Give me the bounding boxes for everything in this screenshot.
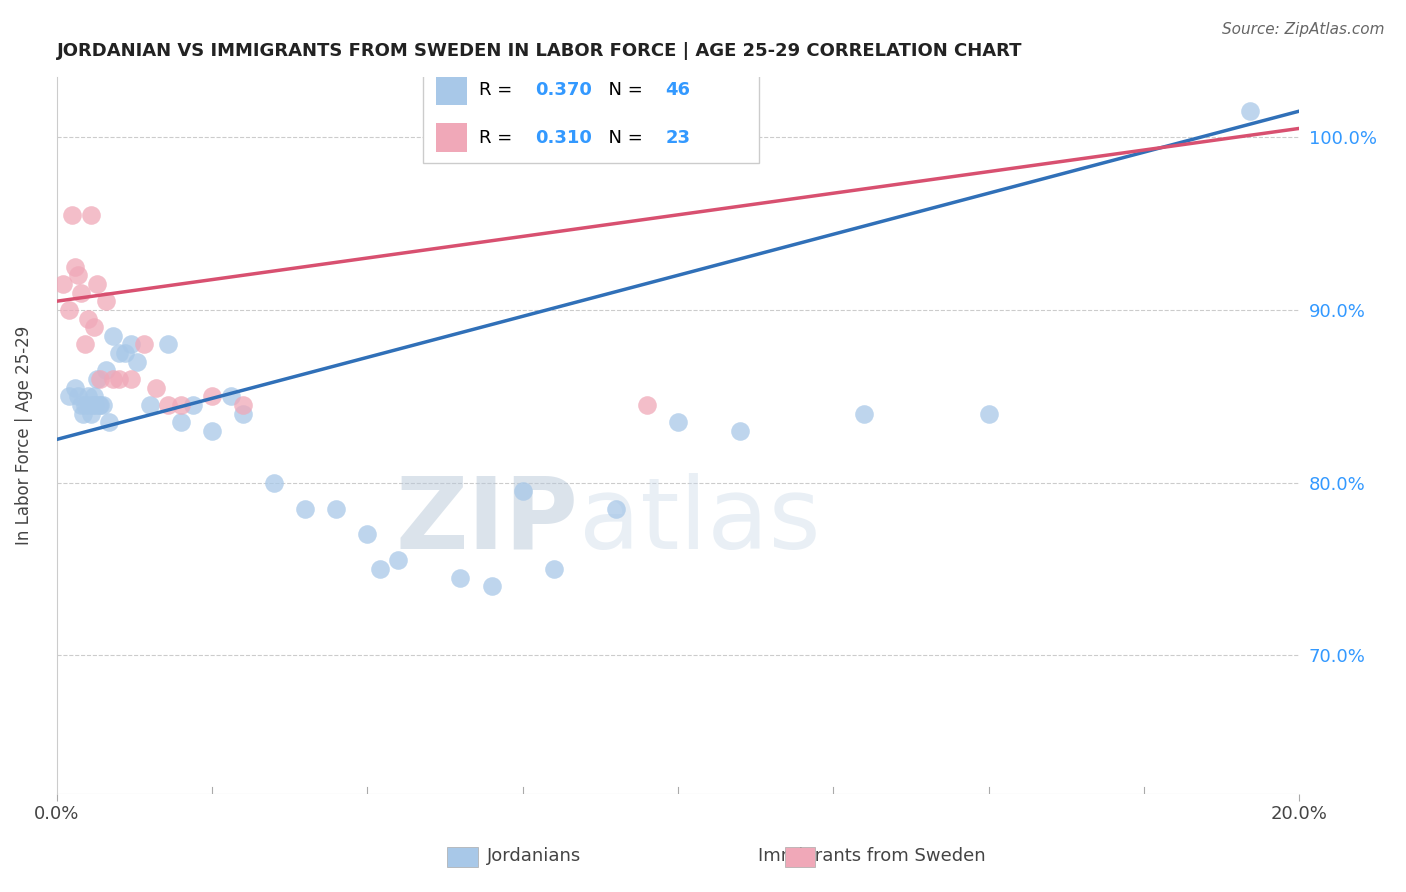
Text: N =: N = [598,81,648,99]
Point [89,398,111,412]
Point [181,398,204,412]
Point [170,415,193,429]
Point [80,407,103,421]
Point [65,381,87,395]
Point [101,328,124,343]
Point [201,424,224,438]
Text: 0.310: 0.310 [536,128,592,146]
FancyBboxPatch shape [423,62,759,162]
Point [70,285,93,300]
Point [368,562,391,576]
Text: Immigrants from Sweden: Immigrants from Sweden [758,847,986,865]
Point [77,398,100,412]
Point [139,398,162,412]
Point [82,398,104,412]
Point [96,294,118,309]
Point [73,398,96,412]
Point [86,277,108,291]
Point [728,424,751,438]
Text: 0.370: 0.370 [536,81,592,99]
Y-axis label: In Labor Force | Age 25-29: In Labor Force | Age 25-29 [15,326,32,545]
Point [201,389,224,403]
Point [83,389,105,403]
Point [1239,104,1261,119]
Point [87,398,110,412]
Text: 23: 23 [665,128,690,146]
Point [80,208,103,222]
Point [86,372,108,386]
Point [98,415,121,429]
Point [170,398,193,412]
Point [853,407,876,421]
Point [356,527,378,541]
Point [636,398,658,412]
Point [89,372,111,386]
Point [605,501,627,516]
Point [83,320,105,334]
Point [977,407,1000,421]
Point [157,398,180,412]
FancyBboxPatch shape [436,123,467,152]
Point [76,311,98,326]
Text: Source: ZipAtlas.com: Source: ZipAtlas.com [1222,22,1385,37]
Point [60,208,83,222]
Point [65,260,87,274]
Text: R =: R = [479,128,517,146]
Point [132,337,155,351]
Point [127,354,149,368]
Point [120,337,142,351]
Point [481,579,503,593]
Point [84,398,107,412]
Point [52,277,75,291]
Text: JORDANIAN VS IMMIGRANTS FROM SWEDEN IN LABOR FORCE | AGE 25-29 CORRELATION CHART: JORDANIAN VS IMMIGRANTS FROM SWEDEN IN L… [56,42,1022,60]
Point [120,372,142,386]
Text: R =: R = [479,81,517,99]
Point [666,415,689,429]
Point [145,381,167,395]
Point [325,501,347,516]
Point [58,389,80,403]
FancyBboxPatch shape [436,76,467,104]
Point [219,389,242,403]
Point [157,337,180,351]
Point [67,268,90,283]
Point [107,346,129,360]
Text: N =: N = [598,128,648,146]
Point [449,571,471,585]
Text: 46: 46 [665,81,690,99]
Text: Jordanians: Jordanians [486,847,582,865]
Point [67,389,90,403]
Point [101,372,124,386]
Point [70,398,93,412]
Point [232,398,254,412]
Point [96,363,118,377]
Point [232,407,254,421]
Point [72,407,94,421]
Point [58,302,80,317]
Text: ZIP: ZIP [395,473,578,570]
Point [114,346,136,360]
Point [387,553,409,567]
Point [263,475,285,490]
Point [73,337,96,351]
Point [91,398,114,412]
Point [294,501,316,516]
Point [107,372,129,386]
Text: atlas: atlas [578,473,820,570]
Point [543,562,565,576]
Point [512,484,534,499]
Point [76,389,98,403]
